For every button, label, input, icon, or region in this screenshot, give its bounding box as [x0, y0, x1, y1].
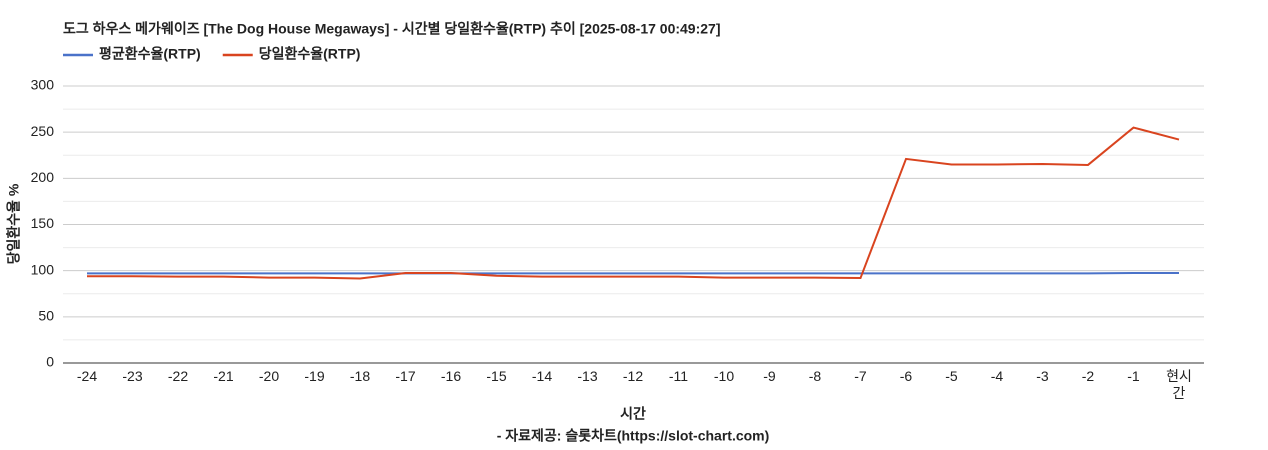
- x-tick-label: -7: [854, 368, 867, 384]
- x-tick-label: -20: [258, 368, 280, 384]
- x-tick-label: -12: [622, 368, 644, 384]
- x-tick-label: -23: [122, 368, 143, 384]
- x-tick-label: -21: [213, 368, 234, 384]
- x-tick-label: -15: [486, 368, 507, 384]
- x-tick-label: -10: [713, 368, 735, 384]
- legend-label: 평균환수율(RTP): [99, 46, 201, 62]
- x-tick-label: -11: [668, 368, 689, 384]
- y-tick-label: 50: [38, 308, 54, 324]
- x-tick-label: -9: [763, 368, 776, 384]
- y-axis-label: 당일환수율 %: [6, 183, 22, 264]
- x-tick-label: -8: [808, 368, 822, 384]
- y-tick-label: 0: [46, 354, 54, 370]
- chart-title: 도그 하우스 메가웨이즈 [The Dog House Megaways] - …: [63, 21, 721, 37]
- x-tick-label: -13: [577, 368, 598, 384]
- x-tick-label: -1: [1127, 368, 1140, 384]
- y-tick-label: 100: [31, 261, 55, 277]
- x-tick-label: -24: [76, 368, 98, 384]
- x-axis-label: 시간: [620, 406, 646, 422]
- x-tick-label: 현시간: [1166, 368, 1192, 401]
- source-note: - 자료제공: 슬롯차트(https://slot-chart.com): [497, 428, 770, 444]
- y-tick-label: 300: [31, 77, 55, 93]
- y-tick-label: 200: [31, 169, 55, 185]
- x-tick-label: -18: [349, 368, 371, 384]
- x-tick-label: -4: [990, 368, 1004, 384]
- x-tick-label: -19: [304, 368, 325, 384]
- legend-label: 당일환수율(RTP): [259, 46, 361, 62]
- x-tick-label: -3: [1036, 368, 1049, 384]
- y-tick-label: 150: [31, 215, 55, 231]
- x-tick-label: -2: [1081, 368, 1095, 384]
- x-tick-label: -6: [899, 368, 913, 384]
- x-tick-label: -14: [531, 368, 553, 384]
- x-tick-label: -16: [440, 368, 462, 384]
- series-line: [87, 126, 1180, 280]
- x-tick-label: -22: [167, 368, 189, 384]
- y-tick-label: 250: [31, 123, 55, 139]
- x-tick-label: -5: [945, 368, 958, 384]
- x-tick-label: -17: [395, 368, 416, 384]
